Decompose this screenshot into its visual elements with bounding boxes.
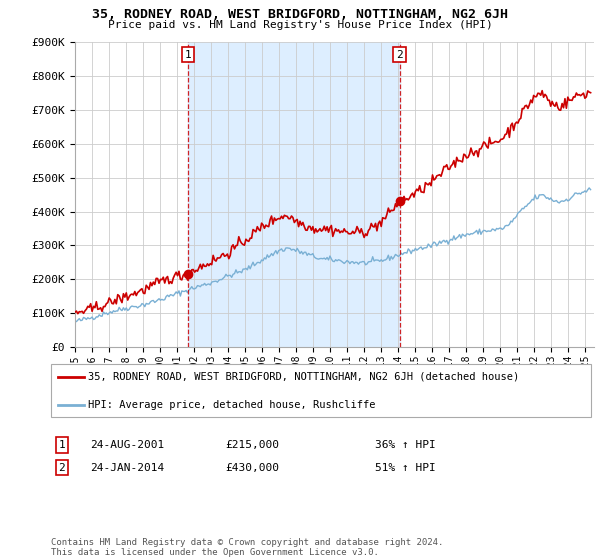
Text: 24-AUG-2001: 24-AUG-2001 [90, 440, 164, 450]
Text: 36% ↑ HPI: 36% ↑ HPI [375, 440, 436, 450]
Text: £430,000: £430,000 [225, 463, 279, 473]
Text: 1: 1 [185, 50, 191, 59]
Text: HPI: Average price, detached house, Rushcliffe: HPI: Average price, detached house, Rush… [88, 400, 376, 410]
Text: Contains HM Land Registry data © Crown copyright and database right 2024.
This d: Contains HM Land Registry data © Crown c… [51, 538, 443, 557]
Bar [188, 42, 400, 347]
Text: 24-JAN-2014: 24-JAN-2014 [90, 463, 164, 473]
Text: Price paid vs. HM Land Registry's House Price Index (HPI): Price paid vs. HM Land Registry's House … [107, 20, 493, 30]
Text: 35, RODNEY ROAD, WEST BRIDGFORD, NOTTINGHAM, NG2 6JH: 35, RODNEY ROAD, WEST BRIDGFORD, NOTTING… [92, 8, 508, 21]
Text: 2: 2 [58, 463, 65, 473]
Text: 2: 2 [396, 50, 403, 59]
Text: 51% ↑ HPI: 51% ↑ HPI [375, 463, 436, 473]
Text: £215,000: £215,000 [225, 440, 279, 450]
Text: 1: 1 [58, 440, 65, 450]
Text: 35, RODNEY ROAD, WEST BRIDGFORD, NOTTINGHAM, NG2 6JH (detached house): 35, RODNEY ROAD, WEST BRIDGFORD, NOTTING… [88, 372, 520, 382]
